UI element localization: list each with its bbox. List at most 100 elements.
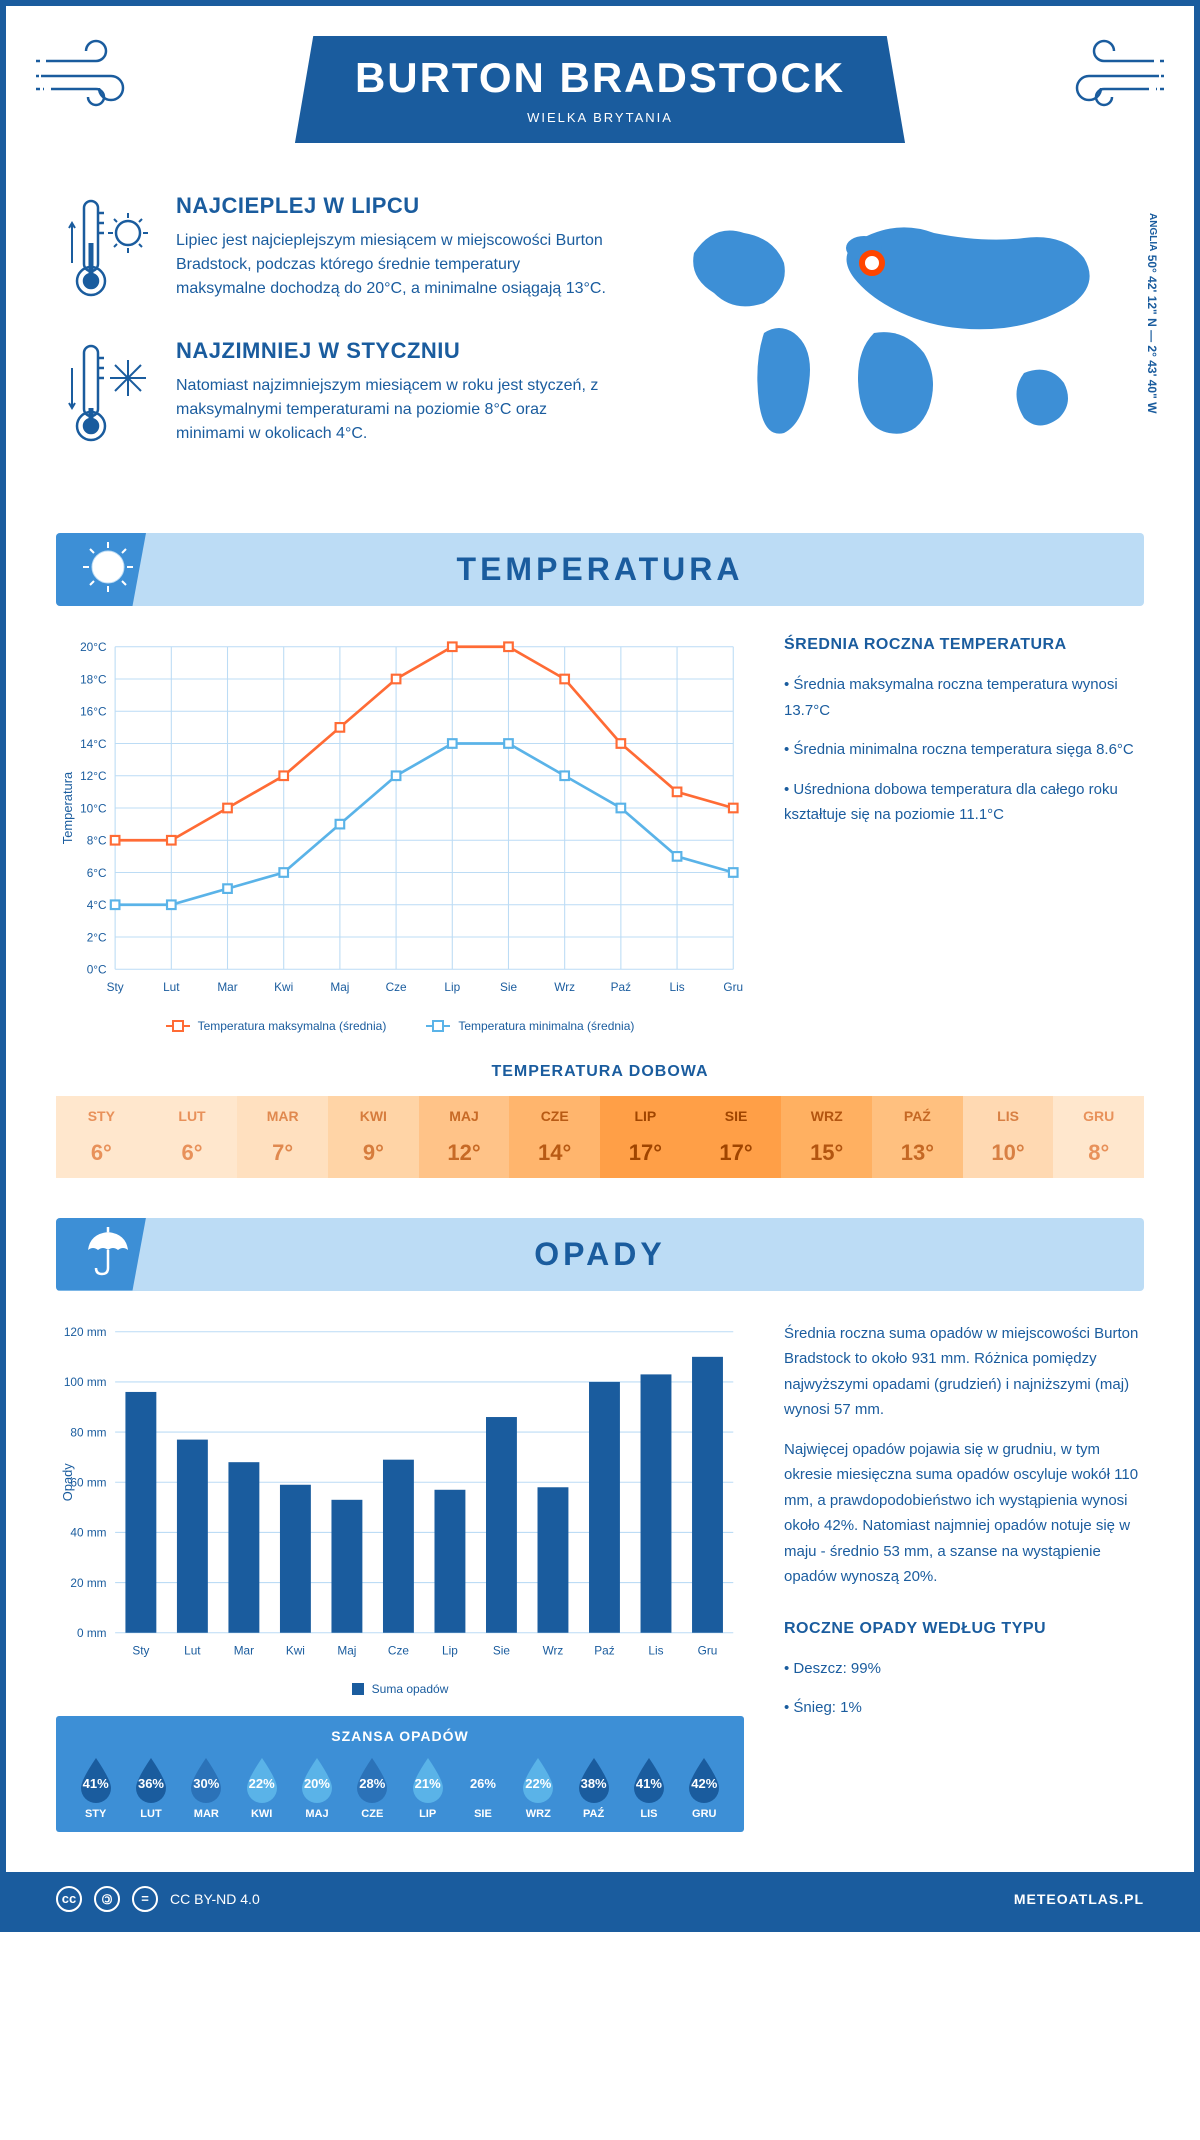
rain-chance-cell: 22%KWI bbox=[234, 1754, 289, 1820]
hottest-block: NAJCIEPLEJ W LIPCU Lipiec jest najcieple… bbox=[66, 193, 614, 308]
rain-chance-cell: 20%MAJ bbox=[289, 1754, 344, 1820]
wind-icon-left bbox=[36, 31, 156, 116]
infographic-page: BURTON BRADSTOCK WIELKA BRYTANIA NAJCIEP… bbox=[0, 0, 1200, 1932]
svg-text:Paź: Paź bbox=[611, 980, 631, 994]
svg-text:Lis: Lis bbox=[670, 980, 685, 994]
license-block: cc 🄯 = CC BY-ND 4.0 bbox=[56, 1886, 260, 1912]
rain-chance-cell: 26%SIE bbox=[455, 1754, 510, 1820]
precip-text-1: Średnia roczna suma opadów w miejscowośc… bbox=[784, 1321, 1144, 1423]
precip-type-item: • Śnieg: 1% bbox=[784, 1695, 1144, 1721]
cc-icon: cc bbox=[56, 1886, 82, 1912]
svg-text:4°C: 4°C bbox=[87, 898, 107, 912]
by-icon: 🄯 bbox=[94, 1886, 120, 1912]
svg-text:Lut: Lut bbox=[163, 980, 180, 994]
coldest-text: Natomiast najzimniejszym miesiącem w rok… bbox=[176, 374, 614, 446]
daily-temp-cell: PAŹ13° bbox=[872, 1096, 963, 1178]
svg-text:Mar: Mar bbox=[234, 1643, 254, 1657]
brand-text: METEOATLAS.PL bbox=[1014, 1891, 1144, 1907]
svg-text:Maj: Maj bbox=[337, 1643, 356, 1657]
rain-chance-cell: 21%LIP bbox=[400, 1754, 455, 1820]
country-subtitle: WIELKA BRYTANIA bbox=[355, 110, 845, 125]
temperature-section: TEMPERATURA 0°C2°C4°C6°C8°C10°C12°C14°C1… bbox=[56, 533, 1144, 1178]
wind-icon-right bbox=[1044, 31, 1164, 116]
svg-text:40 mm: 40 mm bbox=[70, 1525, 106, 1539]
precipitation-section: OPADY 0 mm20 mm40 mm60 mm80 mm100 mm120 … bbox=[56, 1218, 1144, 1832]
svg-text:Sty: Sty bbox=[107, 980, 124, 994]
temperature-header: TEMPERATURA bbox=[56, 533, 1144, 606]
svg-text:Lut: Lut bbox=[184, 1643, 201, 1657]
svg-text:Wrz: Wrz bbox=[543, 1643, 564, 1657]
svg-text:Lip: Lip bbox=[444, 980, 460, 994]
svg-text:Cze: Cze bbox=[388, 1643, 409, 1657]
daily-temp-title: TEMPERATURA DOBOWA bbox=[56, 1063, 1144, 1081]
rain-chance-cell: 36%LUT bbox=[123, 1754, 178, 1820]
svg-text:0°C: 0°C bbox=[87, 963, 107, 977]
svg-text:Lis: Lis bbox=[648, 1643, 663, 1657]
svg-text:Maj: Maj bbox=[330, 980, 349, 994]
daily-temp-cell: KWI9° bbox=[328, 1096, 419, 1178]
svg-text:60 mm: 60 mm bbox=[70, 1475, 106, 1489]
temperature-line-chart: 0°C2°C4°C6°C8°C10°C12°C14°C16°C18°C20°CS… bbox=[56, 636, 744, 1033]
rain-chance-cell: 30%MAR bbox=[179, 1754, 234, 1820]
world-map-box: ANGLIA 50° 42' 12" N — 2° 43' 40" W bbox=[654, 193, 1134, 483]
temperature-legend: .legend-swatch::before{border-color:inhe… bbox=[56, 1019, 744, 1033]
svg-text:14°C: 14°C bbox=[80, 737, 107, 751]
coldest-title: NAJZIMNIEJ W STYCZNIU bbox=[176, 338, 614, 364]
daily-temp-cell: STY6° bbox=[56, 1096, 147, 1178]
svg-text:100 mm: 100 mm bbox=[64, 1375, 107, 1389]
svg-text:20 mm: 20 mm bbox=[70, 1575, 106, 1589]
temperature-title: TEMPERATURA bbox=[86, 551, 1114, 588]
svg-text:Mar: Mar bbox=[217, 980, 237, 994]
svg-text:8°C: 8°C bbox=[87, 834, 107, 848]
rain-chance-cell: 41%STY bbox=[68, 1754, 123, 1820]
daily-temp-cell: GRU8° bbox=[1053, 1096, 1144, 1178]
daily-temp-cell: LUT6° bbox=[147, 1096, 238, 1178]
rain-chance-cell: 22%WRZ bbox=[511, 1754, 566, 1820]
temperature-summary: ŚREDNIA ROCZNA TEMPERATURA • Średnia mak… bbox=[784, 636, 1144, 842]
intro-section: NAJCIEPLEJ W LIPCU Lipiec jest najcieple… bbox=[6, 163, 1194, 513]
daily-temp-table: STY6°LUT6°MAR7°KWI9°MAJ12°CZE14°LIP17°SI… bbox=[56, 1096, 1144, 1178]
rain-chance-cell: 28%CZE bbox=[345, 1754, 400, 1820]
hottest-title: NAJCIEPLEJ W LIPCU bbox=[176, 193, 614, 219]
rain-chance-cell: 38%PAŹ bbox=[566, 1754, 621, 1820]
precip-type-item: • Deszcz: 99% bbox=[784, 1656, 1144, 1682]
svg-text:Sie: Sie bbox=[500, 980, 518, 994]
svg-text:12°C: 12°C bbox=[80, 769, 107, 783]
svg-text:Wrz: Wrz bbox=[554, 980, 575, 994]
svg-text:Temperatura: Temperatura bbox=[60, 771, 75, 844]
daily-temp-cell: LIP17° bbox=[600, 1096, 691, 1178]
daily-temp-cell: MAJ12° bbox=[419, 1096, 510, 1178]
precip-text-2: Najwięcej opadów pojawia się w grudniu, … bbox=[784, 1437, 1144, 1590]
precipitation-bar-chart: 0 mm20 mm40 mm60 mm80 mm100 mm120 mmStyL… bbox=[56, 1321, 744, 1696]
location-title: BURTON BRADSTOCK bbox=[355, 54, 845, 102]
svg-text:20°C: 20°C bbox=[80, 640, 107, 654]
svg-text:120 mm: 120 mm bbox=[64, 1325, 107, 1339]
precipitation-title: OPADY bbox=[86, 1236, 1114, 1273]
temp-bullet: • Średnia maksymalna roczna temperatura … bbox=[784, 672, 1144, 723]
title-banner: BURTON BRADSTOCK WIELKA BRYTANIA bbox=[295, 36, 905, 143]
svg-text:Paź: Paź bbox=[594, 1643, 614, 1657]
svg-text:6°C: 6°C bbox=[87, 866, 107, 880]
svg-text:18°C: 18°C bbox=[80, 672, 107, 686]
svg-text:Sie: Sie bbox=[493, 1643, 511, 1657]
header: BURTON BRADSTOCK WIELKA BRYTANIA bbox=[6, 6, 1194, 163]
svg-text:16°C: 16°C bbox=[80, 705, 107, 719]
rain-chance-title: SZANSA OPADÓW bbox=[68, 1728, 732, 1744]
svg-text:Lip: Lip bbox=[442, 1643, 458, 1657]
daily-temp-cell: LIS10° bbox=[963, 1096, 1054, 1178]
umbrella-icon bbox=[81, 1224, 136, 1284]
intro-left: NAJCIEPLEJ W LIPCU Lipiec jest najcieple… bbox=[66, 193, 614, 483]
annual-temp-title: ŚREDNIA ROCZNA TEMPERATURA bbox=[784, 636, 1144, 654]
coldest-block: NAJZIMNIEJ W STYCZNIU Natomiast najzimni… bbox=[66, 338, 614, 453]
hottest-text: Lipiec jest najcieplejszym miesiącem w m… bbox=[176, 229, 614, 301]
temp-bullet: • Średnia minimalna roczna temperatura s… bbox=[784, 737, 1144, 763]
daily-temp-cell: SIE17° bbox=[691, 1096, 782, 1178]
precip-type-title: ROCZNE OPADY WEDŁUG TYPU bbox=[784, 1620, 1144, 1638]
legend-item: .legend-swatch::before{border-color:inhe… bbox=[166, 1019, 387, 1033]
temp-bullet: • Uśredniona dobowa temperatura dla całe… bbox=[784, 777, 1144, 828]
precipitation-summary: Średnia roczna suma opadów w miejscowośc… bbox=[784, 1321, 1144, 1735]
svg-text:0 mm: 0 mm bbox=[77, 1626, 107, 1640]
precipitation-header: OPADY bbox=[56, 1218, 1144, 1291]
svg-text:Opady: Opady bbox=[60, 1462, 75, 1501]
svg-text:10°C: 10°C bbox=[80, 801, 107, 815]
